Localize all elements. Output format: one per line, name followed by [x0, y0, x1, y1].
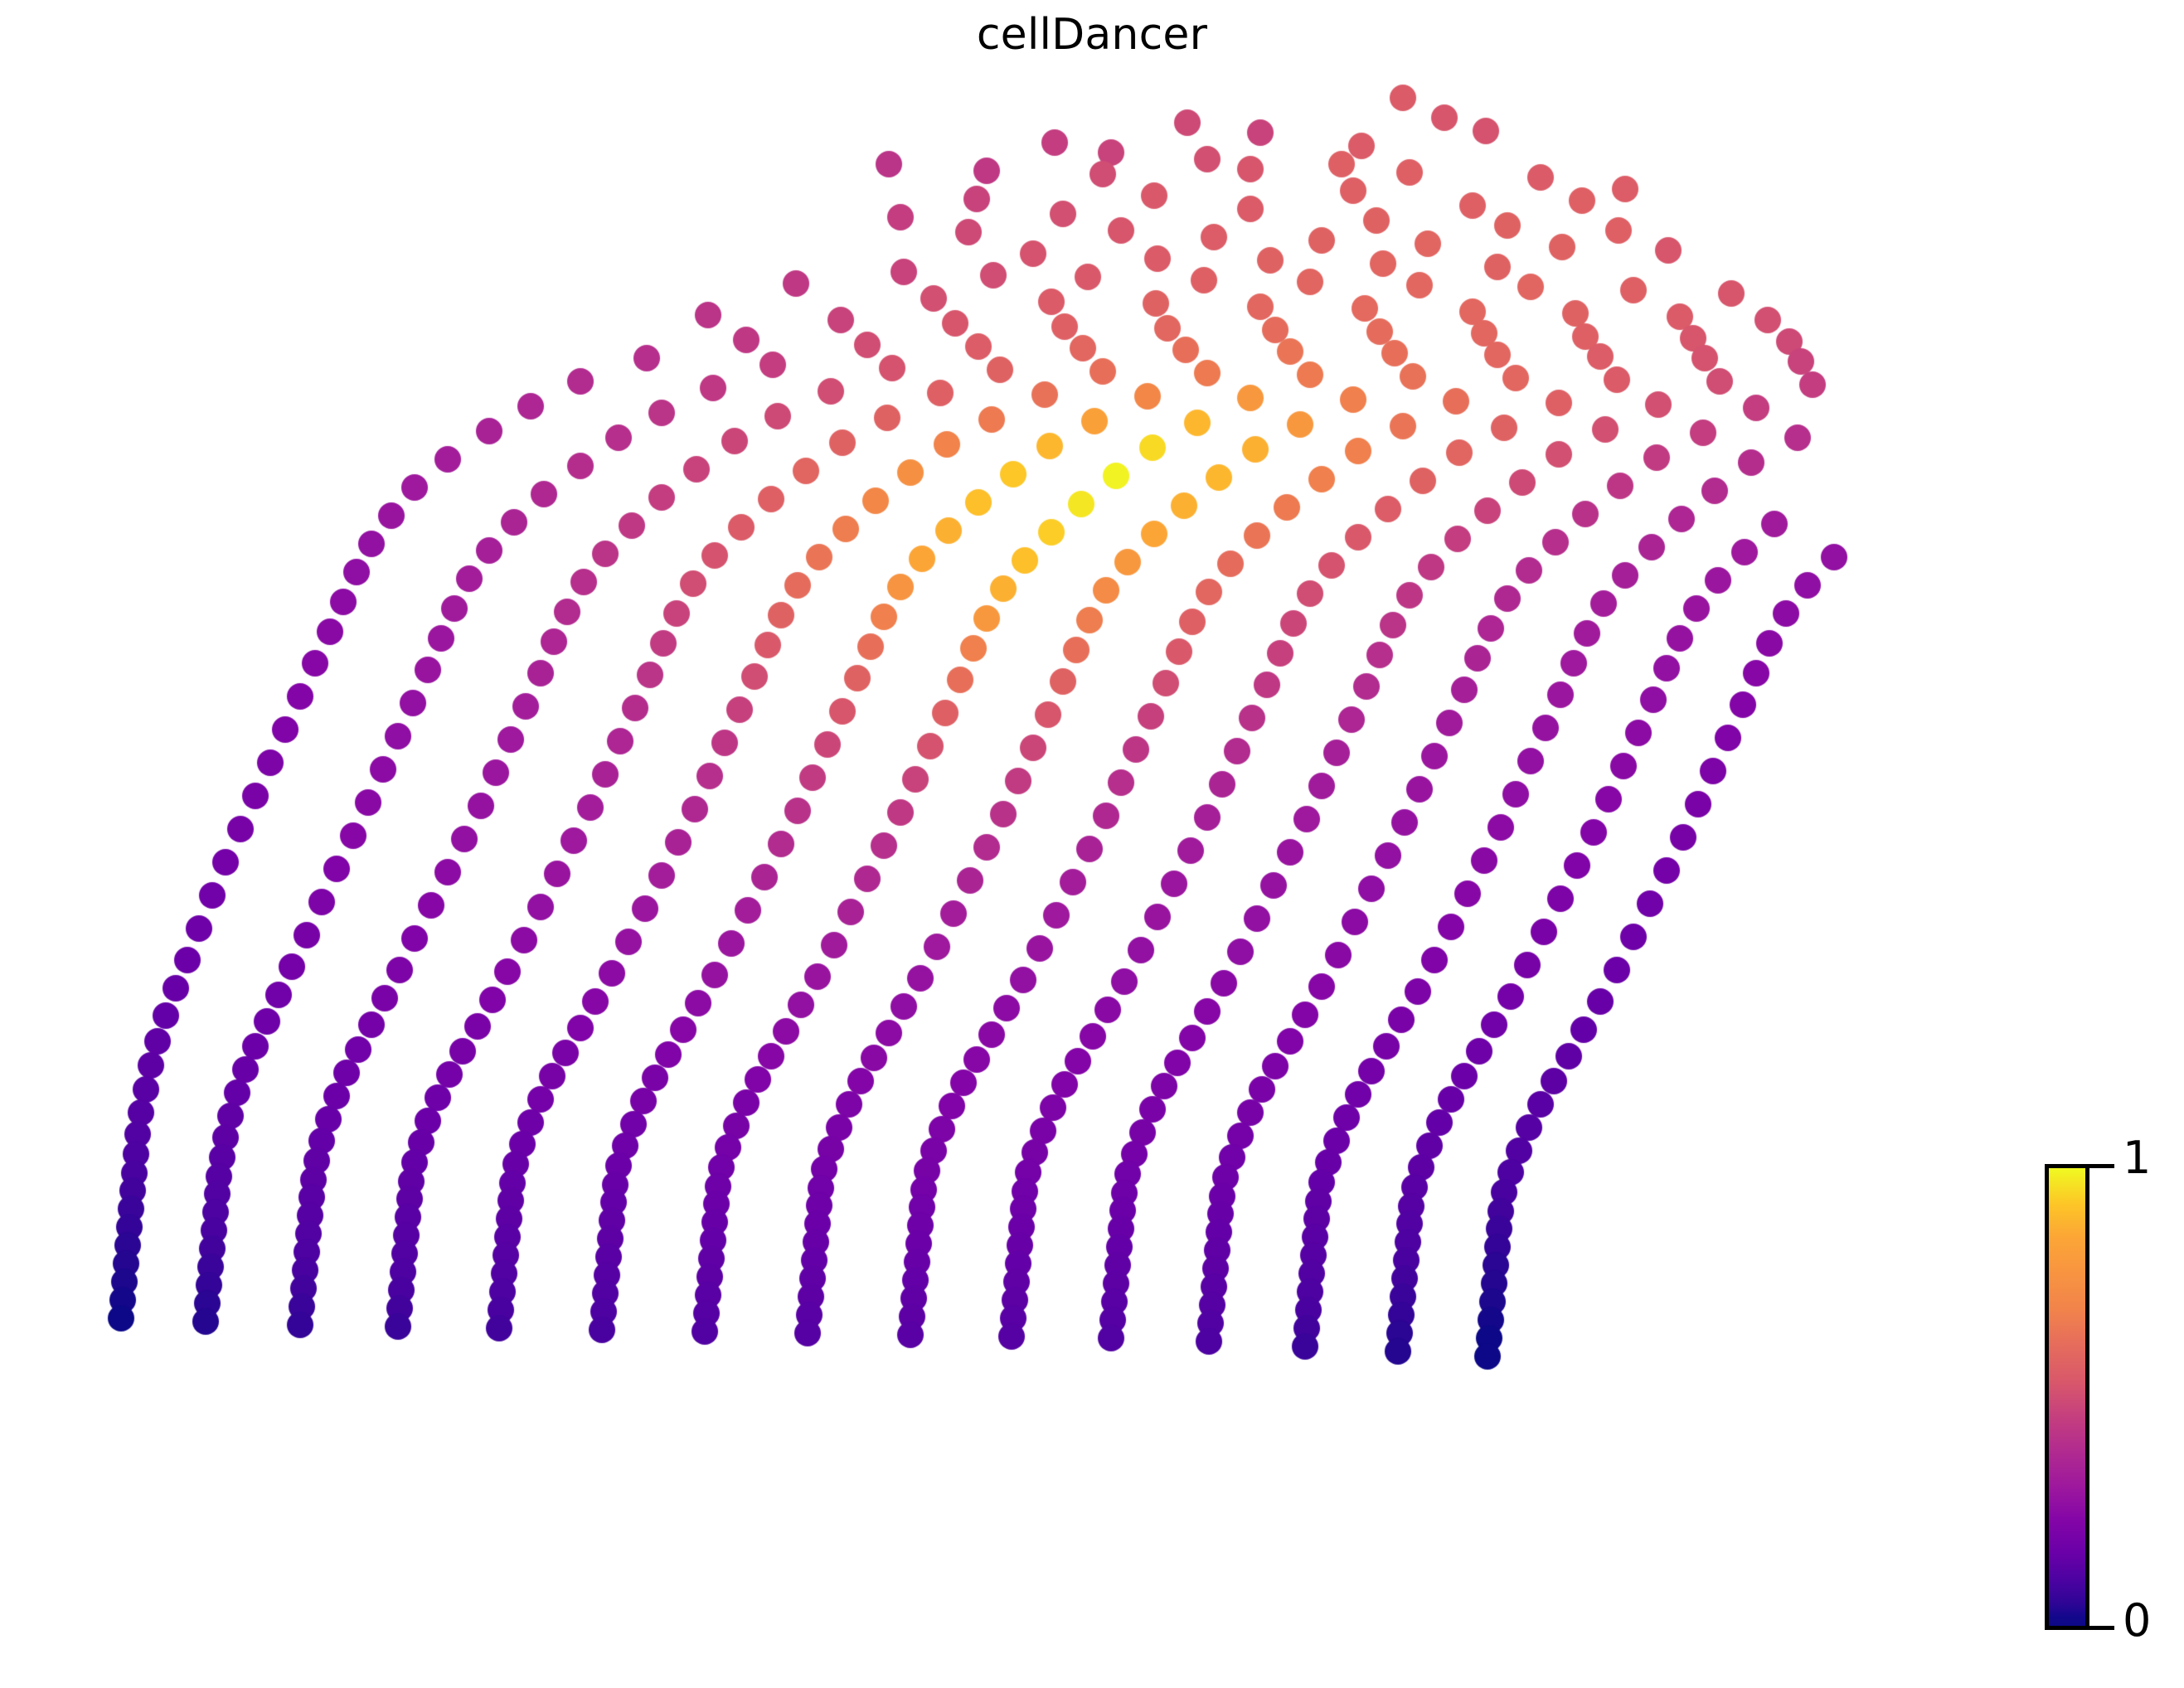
colorbar-label-min: 0 [2123, 1594, 2152, 1647]
colorbar-tick-bottom [2089, 1626, 2114, 1630]
colorbar-label-max: 1 [2123, 1132, 2152, 1184]
page-title: cellDancer [976, 10, 1208, 60]
scatter-plot-area [0, 66, 2015, 1688]
colorbar-tick-top [2089, 1164, 2114, 1168]
colorbar[interactable]: 1 0 [2045, 1136, 2184, 1643]
scatter-points-canvas [0, 66, 2015, 1688]
colorbar-gradient[interactable] [2045, 1164, 2089, 1630]
